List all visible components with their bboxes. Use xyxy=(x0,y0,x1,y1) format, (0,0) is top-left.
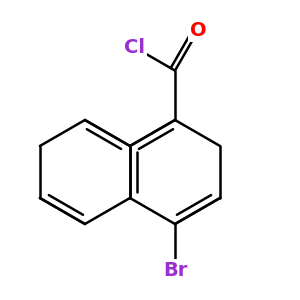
Text: O: O xyxy=(190,21,207,40)
Text: Cl: Cl xyxy=(124,38,145,57)
Text: Br: Br xyxy=(163,261,187,280)
